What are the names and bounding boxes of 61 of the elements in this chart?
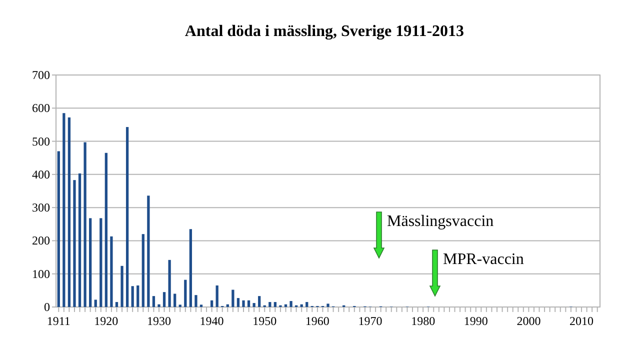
- bar: [306, 302, 308, 307]
- x-tick-label: 1990: [464, 314, 488, 328]
- bar: [104, 152, 108, 307]
- bar: [78, 173, 82, 307]
- x-tick-label: 2010: [570, 314, 594, 328]
- x-tick-label: 1960: [305, 314, 330, 328]
- bar: [189, 229, 192, 307]
- bar: [57, 151, 60, 307]
- bar: [232, 290, 234, 307]
- bar: [174, 294, 176, 307]
- bar: [258, 296, 261, 307]
- chart-title: Antal döda i mässling, Sverige 1911-2013: [184, 23, 464, 40]
- x-tick-label: 1920: [94, 314, 118, 328]
- x-tick-label: 1950: [252, 314, 277, 328]
- bar: [274, 302, 277, 307]
- bar: [100, 218, 102, 307]
- x-tick-label: 1980: [411, 314, 436, 328]
- y-tick-label: 0: [44, 300, 50, 314]
- bar: [115, 302, 118, 307]
- bar: [152, 296, 156, 307]
- x-tick-label: 1940: [200, 314, 224, 328]
- bar: [94, 300, 97, 307]
- bar: [162, 292, 166, 307]
- bar: [120, 266, 124, 307]
- bar: [194, 295, 198, 307]
- bar: [62, 113, 66, 307]
- bar: [252, 303, 256, 307]
- bar: [68, 117, 71, 307]
- x-tick-label: 1930: [146, 314, 171, 328]
- bar: [168, 260, 171, 307]
- bar: [210, 300, 214, 307]
- bar: [236, 298, 240, 307]
- y-tick-label: 200: [32, 234, 50, 248]
- bar: [326, 304, 330, 307]
- y-tick-label: 500: [32, 134, 50, 148]
- y-tick-label: 100: [32, 266, 50, 281]
- bar: [110, 236, 113, 307]
- x-tick-label: 1911: [46, 314, 70, 328]
- bar: [89, 218, 92, 307]
- bar: [126, 127, 129, 307]
- bar: [136, 285, 140, 307]
- bar: [73, 180, 76, 307]
- bar: [84, 142, 86, 307]
- bar: [216, 285, 218, 307]
- y-tick-label: 300: [32, 200, 50, 215]
- annotation: Mässlingsvaccin: [387, 213, 494, 230]
- bar: [290, 301, 292, 307]
- bar: [131, 286, 134, 307]
- x-tick-label: 1970: [358, 314, 382, 328]
- bar: [142, 234, 144, 307]
- bar: [247, 300, 250, 307]
- bar: [242, 300, 245, 307]
- annotation: MPR-vaccin: [443, 251, 524, 268]
- bar: [158, 304, 160, 307]
- bar: [268, 302, 272, 307]
- y-tick-label: 600: [32, 101, 50, 116]
- y-tick-label: 700: [32, 68, 50, 82]
- bar: [184, 280, 187, 307]
- bar: [147, 196, 150, 307]
- y-tick-label: 400: [32, 167, 50, 182]
- x-tick-label: 2000: [516, 314, 541, 328]
